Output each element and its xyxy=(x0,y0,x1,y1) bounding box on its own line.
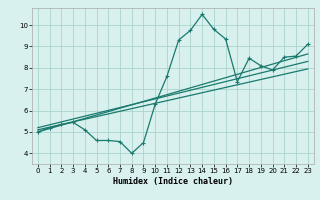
X-axis label: Humidex (Indice chaleur): Humidex (Indice chaleur) xyxy=(113,177,233,186)
